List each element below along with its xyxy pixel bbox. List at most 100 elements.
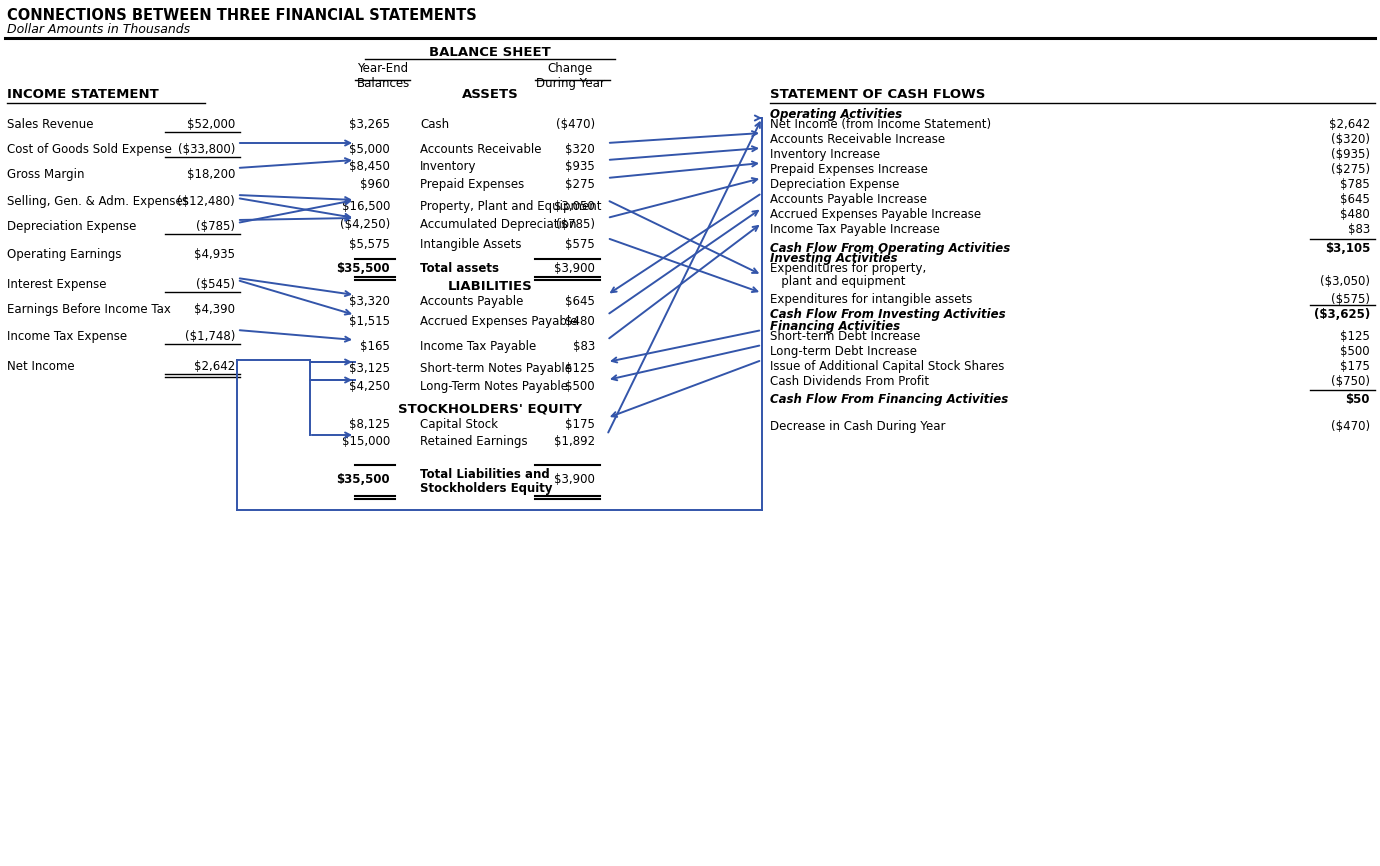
Text: Intangible Assets: Intangible Assets — [420, 238, 522, 251]
Text: $35,500: $35,500 — [337, 473, 391, 486]
Text: $175: $175 — [566, 418, 595, 431]
Text: Expenditures for property,: Expenditures for property, — [770, 262, 926, 275]
Text: ($575): ($575) — [1330, 293, 1370, 306]
Text: Accrued Expenses Payable: Accrued Expenses Payable — [420, 315, 577, 328]
Text: $3,320: $3,320 — [349, 295, 391, 308]
Text: $3,050: $3,050 — [555, 200, 595, 213]
Text: Accounts Receivable: Accounts Receivable — [420, 143, 541, 156]
Text: $165: $165 — [360, 340, 391, 353]
Text: $320: $320 — [566, 143, 595, 156]
Text: Year-End
Balances: Year-End Balances — [356, 62, 410, 90]
Text: ($320): ($320) — [1330, 133, 1370, 146]
Text: ($3,625): ($3,625) — [1314, 308, 1370, 321]
Text: $3,105: $3,105 — [1325, 242, 1370, 255]
Text: Stockholders Equity: Stockholders Equity — [420, 482, 552, 495]
Text: Net Income (from Income Statement): Net Income (from Income Statement) — [770, 118, 991, 131]
Text: Accounts Payable Increase: Accounts Payable Increase — [770, 193, 927, 206]
Text: $3,900: $3,900 — [555, 473, 595, 486]
Text: Operating Earnings: Operating Earnings — [7, 248, 121, 261]
Text: $175: $175 — [1340, 360, 1370, 373]
Text: ($470): ($470) — [556, 118, 595, 131]
Text: $83: $83 — [573, 340, 595, 353]
Text: Net Income: Net Income — [7, 360, 75, 373]
Text: Sales Revenue: Sales Revenue — [7, 118, 94, 131]
Text: Accounts Receivable Increase: Accounts Receivable Increase — [770, 133, 945, 146]
Text: Financing Activities: Financing Activities — [770, 320, 900, 333]
Text: $125: $125 — [1340, 330, 1370, 343]
Text: ($470): ($470) — [1330, 420, 1370, 433]
Text: $3,265: $3,265 — [349, 118, 391, 131]
Text: Dollar Amounts in Thousands: Dollar Amounts in Thousands — [7, 23, 190, 36]
Text: $3,125: $3,125 — [349, 362, 391, 375]
Text: Retained Earnings: Retained Earnings — [420, 435, 527, 448]
Text: Inventory: Inventory — [420, 160, 476, 173]
Text: Prepaid Expenses: Prepaid Expenses — [420, 178, 524, 191]
Text: Interest Expense: Interest Expense — [7, 278, 106, 291]
Text: ASSETS: ASSETS — [462, 88, 519, 101]
Text: $3,900: $3,900 — [555, 262, 595, 275]
Text: Accumulated Depreciation: Accumulated Depreciation — [420, 218, 577, 231]
Text: $16,500: $16,500 — [342, 200, 391, 213]
Text: ($33,800): ($33,800) — [178, 143, 235, 156]
Text: $480: $480 — [1340, 208, 1370, 221]
Text: Capital Stock: Capital Stock — [420, 418, 498, 431]
Text: ($750): ($750) — [1330, 375, 1370, 388]
Text: $15,000: $15,000 — [342, 435, 391, 448]
Text: ($785): ($785) — [196, 220, 235, 233]
Text: $8,450: $8,450 — [349, 160, 391, 173]
Text: Total assets: Total assets — [420, 262, 500, 275]
Text: $480: $480 — [566, 315, 595, 328]
Text: Investing Activities: Investing Activities — [770, 252, 897, 265]
Text: Accounts Payable: Accounts Payable — [420, 295, 523, 308]
Text: $83: $83 — [1348, 223, 1370, 236]
Text: $2,642: $2,642 — [193, 360, 235, 373]
Text: Operating Activities: Operating Activities — [770, 108, 903, 121]
Text: Short-term Debt Increase: Short-term Debt Increase — [770, 330, 920, 343]
Text: $52,000: $52,000 — [186, 118, 235, 131]
Text: $18,200: $18,200 — [186, 168, 235, 181]
Text: $35,500: $35,500 — [337, 262, 391, 275]
Text: ($275): ($275) — [1330, 163, 1370, 176]
Text: $500: $500 — [1340, 345, 1370, 358]
Text: Property, Plant and Equipment: Property, Plant and Equipment — [420, 200, 602, 213]
Text: $1,892: $1,892 — [553, 435, 595, 448]
Text: $4,390: $4,390 — [195, 303, 235, 316]
Text: Decrease in Cash During Year: Decrease in Cash During Year — [770, 420, 945, 433]
Text: $960: $960 — [360, 178, 391, 191]
Text: $4,935: $4,935 — [195, 248, 235, 261]
Text: ($12,480): ($12,480) — [177, 195, 235, 208]
Text: plant and equipment: plant and equipment — [770, 275, 905, 288]
Text: $645: $645 — [1340, 193, 1370, 206]
Text: $645: $645 — [566, 295, 595, 308]
Text: BALANCE SHEET: BALANCE SHEET — [429, 46, 551, 59]
Text: Cash: Cash — [420, 118, 448, 131]
Text: Total Liabilities and: Total Liabilities and — [420, 468, 549, 481]
Text: $2,642: $2,642 — [1329, 118, 1370, 131]
Text: $275: $275 — [566, 178, 595, 191]
Text: $8,125: $8,125 — [349, 418, 391, 431]
Text: Depreciation Expense: Depreciation Expense — [770, 178, 900, 191]
Text: $935: $935 — [566, 160, 595, 173]
Text: Cash Flow From Operating Activities: Cash Flow From Operating Activities — [770, 242, 1010, 255]
Text: $50: $50 — [1346, 393, 1370, 406]
Text: $125: $125 — [566, 362, 595, 375]
Text: $5,000: $5,000 — [349, 143, 391, 156]
Text: LIABILITIES: LIABILITIES — [447, 280, 533, 293]
Text: Depreciation Expense: Depreciation Expense — [7, 220, 137, 233]
Text: Issue of Additional Capital Stock Shares: Issue of Additional Capital Stock Shares — [770, 360, 1005, 373]
Text: STOCKHOLDERS' EQUITY: STOCKHOLDERS' EQUITY — [397, 403, 582, 416]
Text: Income Tax Payable: Income Tax Payable — [420, 340, 537, 353]
Text: Income Tax Payable Increase: Income Tax Payable Increase — [770, 223, 940, 236]
Text: ($4,250): ($4,250) — [339, 218, 391, 231]
Text: ($3,050): ($3,050) — [1321, 275, 1370, 288]
Text: STATEMENT OF CASH FLOWS: STATEMENT OF CASH FLOWS — [770, 88, 985, 101]
Text: Cash Dividends From Profit: Cash Dividends From Profit — [770, 375, 929, 388]
Text: Prepaid Expenses Increase: Prepaid Expenses Increase — [770, 163, 927, 176]
Text: CONNECTIONS BETWEEN THREE FINANCIAL STATEMENTS: CONNECTIONS BETWEEN THREE FINANCIAL STAT… — [7, 8, 476, 23]
Text: $500: $500 — [566, 380, 595, 393]
Text: Income Tax Expense: Income Tax Expense — [7, 330, 127, 343]
Text: Change
During Year: Change During Year — [535, 62, 604, 90]
Text: Expenditures for intangible assets: Expenditures for intangible assets — [770, 293, 973, 306]
Text: Cash Flow From Investing Activities: Cash Flow From Investing Activities — [770, 308, 1006, 321]
Text: ($1,748): ($1,748) — [185, 330, 235, 343]
